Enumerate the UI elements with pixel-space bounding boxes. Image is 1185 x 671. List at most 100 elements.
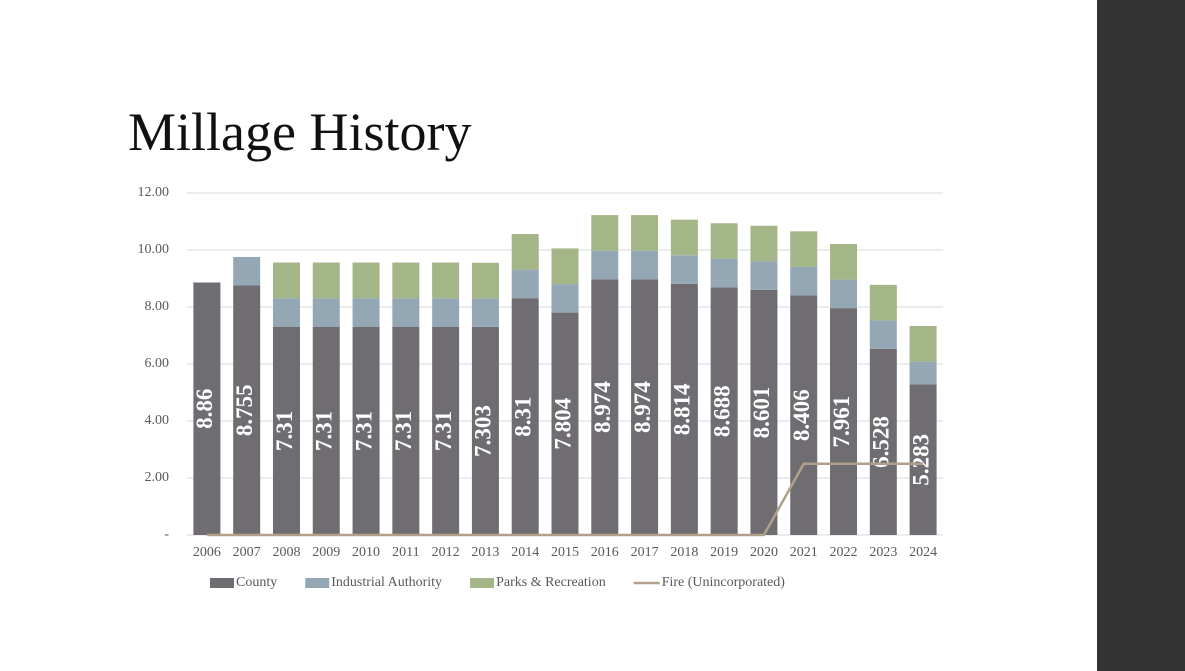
bar-segment: [511, 298, 539, 535]
data-label: 7.31: [272, 411, 297, 451]
x-tick-label: 2019: [710, 545, 738, 560]
bar-segment: [790, 266, 818, 296]
legend-label: Industrial Authority: [331, 575, 442, 590]
bar-segment: [631, 215, 659, 251]
data-label: 7.303: [471, 405, 496, 457]
bar-segment: [272, 326, 300, 535]
legend-swatch: [305, 578, 330, 588]
bar-segment: [670, 219, 698, 256]
x-tick-label: 2024: [909, 545, 937, 560]
data-label: 7.961: [829, 396, 854, 448]
bar-segment: [551, 312, 579, 535]
legend-label: Fire (Unincorporated): [662, 575, 786, 590]
bar-segment: [869, 348, 897, 535]
data-label: 7.31: [351, 411, 376, 451]
legend-label: County: [236, 575, 277, 590]
bar-segment: [432, 326, 460, 535]
bar-segment: [432, 298, 460, 327]
data-label: 7.31: [431, 411, 456, 451]
data-label: 8.974: [590, 381, 615, 433]
y-tick-label: 2.00: [145, 470, 170, 485]
x-tick-label: 2021: [790, 545, 818, 560]
bar-segment: [750, 289, 778, 535]
data-label: 8.974: [630, 381, 655, 433]
bar-segment: [830, 279, 858, 309]
x-tick-label: 2017: [631, 545, 659, 560]
y-tick-label: 12.00: [138, 185, 170, 200]
data-label: 7.31: [391, 411, 416, 451]
bar-segment: [352, 262, 380, 299]
data-label: 6.528: [869, 416, 894, 468]
side-panel: [1097, 0, 1185, 671]
bar-segment: [750, 261, 778, 290]
x-tick-label: 2020: [750, 545, 778, 560]
bar-segment: [352, 326, 380, 535]
data-label: 8.688: [709, 385, 734, 437]
bar-segment: [591, 215, 619, 251]
x-tick-label: 2018: [670, 545, 698, 560]
x-tick-label: 2015: [551, 545, 579, 560]
bar-segment: [233, 256, 261, 286]
data-label: 5.283: [908, 434, 933, 486]
bar-segment: [392, 298, 420, 327]
bar-segment: [670, 255, 698, 284]
x-tick-label: 2010: [352, 545, 380, 560]
chart-title: Millage History: [128, 102, 471, 162]
x-tick-label: 2013: [471, 545, 499, 560]
line: [206, 462, 924, 537]
bar-segment: [830, 308, 858, 535]
bar-segment: [471, 326, 499, 535]
legend-swatch: [470, 578, 495, 588]
y-tick-label: 4.00: [145, 413, 170, 428]
data-label: 8.601: [749, 387, 774, 439]
x-tick-label: 2011: [392, 545, 419, 560]
bar-segment: [312, 298, 340, 327]
data-label: 8.814: [670, 383, 695, 435]
x-tick-label: 2016: [591, 545, 619, 560]
bar-segment: [909, 384, 937, 535]
bar-segment: [352, 298, 380, 327]
y-tick-label: 6.00: [145, 356, 170, 371]
data-label: 7.31: [312, 411, 337, 451]
x-tick-label: 2012: [432, 545, 460, 560]
bar-segment: [471, 298, 499, 327]
bar-segment: [551, 284, 579, 313]
bar-segment: [312, 326, 340, 535]
bar-segment: [511, 269, 539, 299]
bar-segment: [511, 234, 539, 270]
bar-segment: [710, 287, 738, 535]
x-tick-label: 2014: [511, 545, 539, 560]
x-tick-label: 2006: [193, 545, 221, 560]
bar-segment: [631, 250, 659, 280]
bar-segment: [193, 282, 221, 535]
bar-segment: [670, 283, 698, 535]
bar-segment: [909, 326, 937, 362]
bar-segment: [312, 262, 340, 299]
data-label: 8.31: [510, 396, 535, 436]
bar-segment: [750, 225, 778, 262]
bar-segment: [790, 231, 818, 267]
bar-segment: [591, 279, 619, 535]
bar-segment: [551, 248, 579, 285]
data-label: 7.804: [550, 397, 575, 449]
x-tick-label: 2022: [830, 545, 858, 560]
legend-swatch: [210, 578, 234, 588]
y-tick-label: 10.00: [138, 242, 170, 257]
bar-segment: [471, 262, 499, 299]
x-tick-label: 2009: [312, 545, 340, 560]
x-tick-label: 2007: [233, 545, 261, 560]
bar-segment: [272, 298, 300, 327]
bar-segment: [869, 284, 897, 321]
data-label: 8.406: [789, 389, 814, 441]
y-tick-label: -: [164, 527, 169, 542]
bar-segment: [631, 279, 659, 535]
legend-label: Parks & Recreation: [496, 575, 606, 590]
bar-segment: [392, 262, 420, 299]
bar-segment: [233, 285, 261, 535]
data-label: 8.755: [232, 384, 257, 436]
bar-segment: [909, 361, 937, 385]
chart: - 2.00 4.00 6.00 8.00 10.00 12.00 2006 2007 2008 2…: [138, 185, 943, 590]
data-label: 8.86: [192, 389, 217, 429]
